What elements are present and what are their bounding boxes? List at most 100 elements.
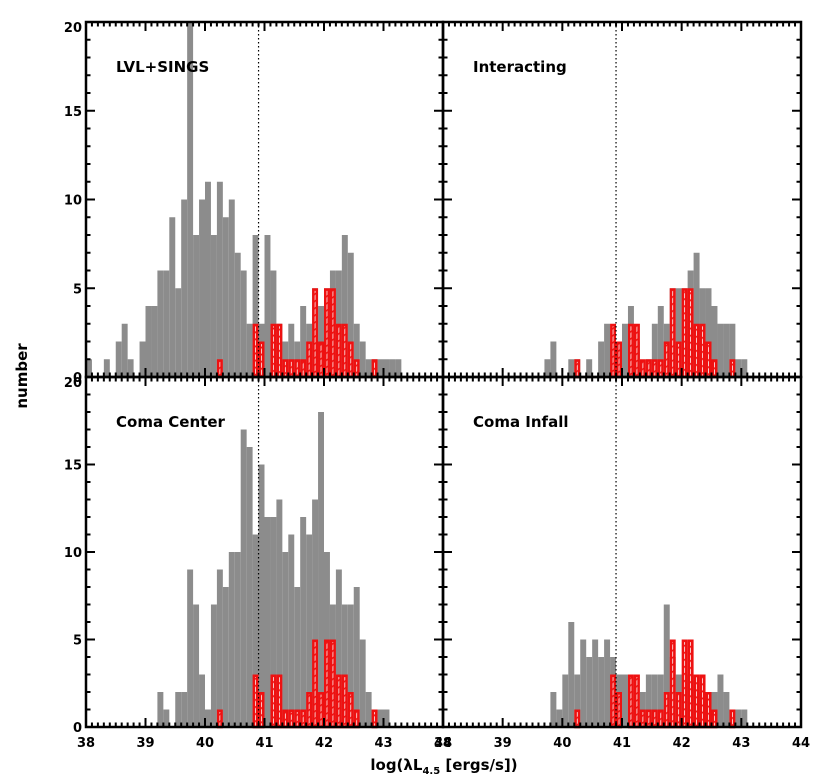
y-tick-label: 10 [64, 546, 82, 561]
red-hatched-bar [675, 341, 682, 379]
gray-bar [622, 323, 628, 377]
gray-bar [169, 217, 176, 377]
red-hatched-bar [353, 359, 360, 379]
red-hatched-bar [282, 709, 289, 729]
gray-bar [723, 692, 730, 727]
red-hatched-bar [693, 323, 700, 379]
gray-bar [574, 674, 581, 727]
gray-bar [675, 288, 682, 377]
gray-bar [193, 604, 200, 727]
gray-bar [312, 499, 319, 727]
gray-bar [205, 181, 211, 377]
red-hatched-bar [651, 709, 658, 729]
red-hatched-bar [270, 323, 277, 379]
red-hatched-bar [300, 359, 307, 379]
gray-bar [657, 674, 664, 727]
gray-bar [550, 692, 557, 727]
gray-bar [306, 534, 313, 727]
red-hatched-bar [574, 709, 581, 729]
gray-bar [264, 517, 271, 727]
gray-bar [276, 499, 283, 727]
gray-bar [341, 604, 348, 727]
gray-bar [365, 692, 372, 727]
panel-coma-infall: Coma Infall 38 39 40 41 42 43 44 [434, 375, 810, 751]
x-tick-label: 39 [494, 736, 512, 751]
gray-bar [741, 359, 748, 377]
y-tick-label: 0 [73, 371, 82, 386]
red-hatched-bar [639, 359, 646, 379]
red-hatched-bar [252, 323, 259, 379]
y-tick-label: 5 [73, 282, 82, 297]
x-tick-label: 40 [196, 736, 214, 751]
gray-bar [139, 341, 146, 377]
gray-bar [347, 252, 354, 377]
red-hatched-bar [276, 323, 283, 379]
gray-bar [598, 341, 605, 377]
gray-bar [341, 235, 348, 377]
gray-bar [622, 674, 628, 727]
gray-bar [270, 517, 277, 727]
x-tick-label: 44 [792, 736, 810, 751]
gray-bar [151, 306, 158, 377]
gray-bar [347, 604, 354, 727]
red-hatched-bar [705, 341, 712, 379]
gray-bar [127, 359, 134, 377]
gray-bar [163, 270, 170, 377]
red-hatched-bar [669, 288, 676, 379]
red-hatched-bar [216, 709, 223, 729]
gray-bar [228, 552, 235, 727]
x-tick-label: 38 [434, 736, 452, 751]
y-tick-label: 0 [73, 721, 82, 736]
gray-bar [240, 270, 247, 377]
y-tick-label: 5 [73, 634, 82, 649]
red-hatched-bar [616, 341, 622, 379]
red-hatched-bar [252, 674, 259, 729]
gray-bar [193, 235, 200, 377]
y-tick-label: 20 [64, 21, 82, 36]
red-hatched-bar [371, 709, 378, 729]
gray-bar [377, 709, 384, 727]
gray-bar [550, 341, 557, 377]
x-tick-label: 42 [315, 736, 333, 751]
red-hatched-bar [335, 674, 342, 729]
gray-bar [586, 657, 593, 727]
gray-bar [282, 552, 289, 727]
gray-bar [187, 22, 194, 377]
red-hatched-bar [288, 709, 295, 729]
gray-bar [199, 674, 205, 727]
red-hatched-bar [258, 341, 265, 379]
red-hatched-bar [318, 341, 325, 379]
gray-bar [175, 288, 182, 377]
gray-bar [157, 692, 164, 727]
panel-label: Interacting [473, 58, 567, 76]
red-hatched-bar [711, 709, 718, 729]
red-hatched-bar [323, 639, 330, 729]
gray-bar [556, 709, 563, 727]
gray-bar [115, 341, 122, 377]
gray-bar [359, 639, 366, 727]
y-tick-label: 15 [64, 105, 82, 120]
gray-bar [175, 692, 182, 727]
red-hatched-bar [258, 691, 265, 729]
red-hatched-bar [323, 288, 330, 379]
gray-bar [288, 323, 295, 377]
gray-bar [216, 569, 223, 727]
gray-bar [592, 639, 599, 727]
gray-bar [86, 359, 92, 377]
gray-bar [604, 323, 611, 377]
gray-bar [300, 517, 307, 727]
gray-bar [210, 604, 217, 727]
x-tick-label: 41 [255, 736, 273, 751]
red-hatched-bar [681, 639, 688, 729]
red-hatched-bar [663, 691, 670, 729]
gray-bar [181, 199, 188, 377]
gray-bar [300, 306, 307, 377]
gray-bar [383, 709, 390, 727]
gray-bar [604, 639, 611, 727]
red-hatched-bar [341, 674, 348, 729]
red-hatched-bar [633, 323, 640, 379]
panel-interacting: Interacting [441, 20, 803, 379]
gray-bar [717, 674, 724, 727]
y-axis-title: number [13, 343, 31, 409]
